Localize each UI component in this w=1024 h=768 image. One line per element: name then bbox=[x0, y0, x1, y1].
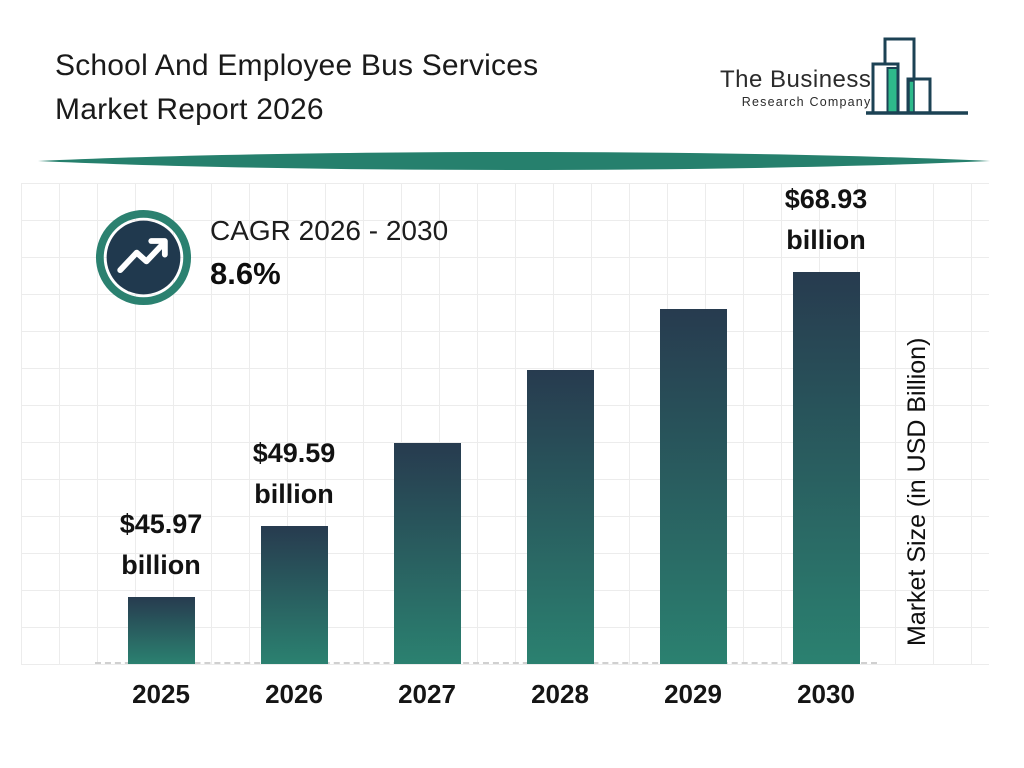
x-axis-baseline bbox=[95, 662, 877, 664]
page-title: School And Employee Bus Services Market … bbox=[55, 44, 538, 132]
x-tick-2027: 2027 bbox=[398, 679, 456, 709]
cagr-value: 8.6% bbox=[210, 256, 281, 291]
bar-value-label-2026: $49.59 billion bbox=[252, 438, 336, 509]
page-title-line2: Market Report 2026 bbox=[55, 93, 324, 126]
bar-chart-logo-icon bbox=[866, 37, 969, 115]
cagr-callout: CAGR 2026 - 2030 8.6% bbox=[210, 215, 448, 292]
bar-column-2026: $49.59 billion bbox=[228, 433, 361, 664]
company-logo-text: The Business Research Company bbox=[720, 66, 871, 109]
cagr-label: CAGR 2026 - 2030 bbox=[210, 215, 449, 246]
company-subtitle: Research Company bbox=[741, 95, 872, 109]
bar-column-2028 bbox=[494, 370, 627, 664]
x-tick-2026: 2026 bbox=[265, 679, 323, 709]
bar-2025 bbox=[127, 597, 195, 664]
bar-value-label-2025: $45.97 billion bbox=[119, 509, 203, 580]
divider-lens bbox=[38, 152, 990, 170]
bar-2029 bbox=[659, 309, 727, 664]
x-tick-2029: 2029 bbox=[664, 679, 722, 709]
x-tick-2028: 2028 bbox=[531, 679, 589, 709]
bar-column-2029 bbox=[627, 309, 760, 664]
bar-column-2027 bbox=[361, 443, 494, 664]
bar-column-2030: $68.93 billion bbox=[760, 179, 893, 664]
bar-column-2025: $45.97 billion bbox=[95, 504, 228, 664]
bar-2027 bbox=[393, 443, 461, 664]
page-title-line1: School And Employee Bus Services bbox=[55, 49, 539, 82]
x-tick-2025: 2025 bbox=[132, 679, 190, 709]
bar-2028 bbox=[526, 370, 594, 664]
y-axis-title: Market Size (in USD Billion) bbox=[903, 337, 931, 646]
bar-value-label-2030: $68.93 billion bbox=[784, 184, 868, 255]
bar-2026 bbox=[260, 526, 328, 664]
bar-2030 bbox=[792, 272, 860, 664]
trending-up-icon bbox=[95, 209, 192, 306]
company-logo: The Business Research Company bbox=[720, 36, 970, 116]
x-tick-2030: 2030 bbox=[797, 679, 855, 709]
company-name: The Business bbox=[720, 66, 872, 93]
